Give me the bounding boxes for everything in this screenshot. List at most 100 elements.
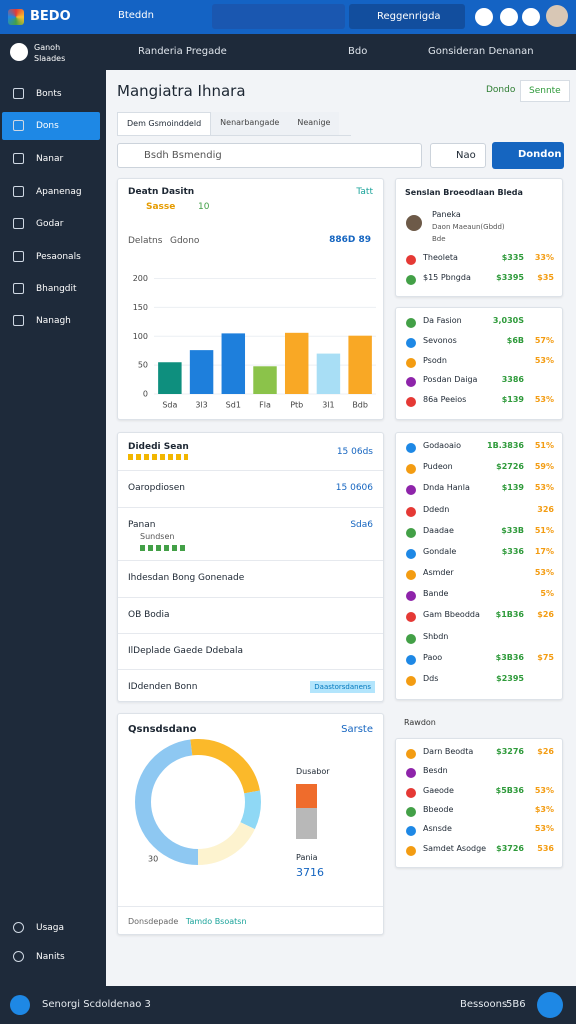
nav-item[interactable]: Nanar — [2, 145, 100, 173]
accordion-row[interactable]: Panan Sundsen Sda6 — [118, 508, 383, 561]
item-icon — [406, 357, 416, 368]
item-label[interactable]: Bande — [423, 589, 449, 599]
item-pct: 53% — [534, 568, 554, 577]
accordion-link[interactable]: 15 06ds — [336, 447, 373, 457]
nav-item[interactable]: Dons — [2, 112, 100, 140]
search-button[interactable]: Reggenrigda — [349, 4, 465, 29]
item-label[interactable]: Godaoaio — [423, 441, 461, 450]
notification-icon[interactable] — [475, 8, 493, 26]
item-label[interactable]: Sevonos — [423, 335, 457, 345]
item-label[interactable]: Posdan Daiga — [423, 375, 478, 385]
legend-bar — [296, 784, 317, 808]
menu[interactable]: Bteddn — [118, 10, 154, 21]
x-tick-label: Sda — [162, 401, 177, 410]
item-label[interactable]: Asmder — [423, 568, 454, 577]
item-label[interactable]: Dnda Hanla — [423, 483, 470, 493]
item-label[interactable]: Theoleta — [423, 253, 458, 262]
item-icon — [406, 443, 416, 453]
item-icon — [406, 464, 416, 475]
item-label[interactable]: Bbeode — [423, 805, 454, 814]
sub-search[interactable]: Randeria Pregade — [138, 46, 227, 57]
item-label[interactable]: $15 Pbngda — [423, 272, 471, 282]
card-title: Senslan Broeodlaan Bleda — [405, 188, 523, 197]
nav-item[interactable]: Bhangdit — [2, 275, 100, 303]
item-label[interactable]: 86a Peeios — [423, 395, 467, 405]
action-button[interactable]: Sennte — [520, 80, 570, 102]
filter[interactable]: Gdono — [170, 236, 200, 246]
item-label[interactable]: Pudeon — [423, 462, 453, 472]
accordion-row[interactable]: IlDeplade Gaede Ddebala — [118, 634, 383, 670]
item-label[interactable]: Gaeode — [423, 785, 454, 795]
item-icon — [406, 255, 416, 265]
logo: BEDO — [30, 9, 71, 24]
accordion-row[interactable]: IDdenden Bonn Daastorsdanens — [118, 670, 383, 703]
item-label[interactable]: Samdet Asodge — [423, 843, 487, 853]
item-amount: $139 — [501, 483, 524, 493]
nav-item[interactable]: Apanenag — [2, 178, 100, 206]
nav-icon — [13, 186, 24, 197]
accordion-header: Didedi Sean 15 06ds — [118, 433, 383, 471]
item-label[interactable]: Gam Bbeodda — [423, 610, 480, 620]
settings-icon[interactable] — [500, 8, 518, 26]
profile[interactable]: Ganoh Slaades — [34, 42, 65, 64]
item-label[interactable]: Da Fasion — [423, 316, 462, 325]
nav-item[interactable]: Usaga — [2, 914, 100, 942]
nav-icon — [13, 218, 24, 229]
metric-change: 10 — [198, 202, 210, 212]
primary-button[interactable]: Dondon — [492, 142, 564, 169]
item-icon — [406, 807, 416, 817]
tab[interactable]: Nenarbangade — [211, 112, 289, 135]
nav-item[interactable]: Pesaonals — [2, 243, 100, 271]
rating — [128, 454, 188, 460]
avatar[interactable] — [546, 5, 568, 27]
footer-link[interactable]: Tamdo Bsoatsn — [185, 917, 247, 926]
accordion-row[interactable]: Oaropdiosen 15 0606 — [118, 471, 383, 508]
y-tick-label: 200 — [133, 274, 148, 283]
search-input[interactable]: Bsdh Bsmendig — [117, 143, 422, 168]
card-link[interactable]: Tatt — [356, 187, 373, 197]
item-icon — [406, 337, 416, 348]
search-field[interactable] — [212, 4, 345, 29]
item-pct: 57% — [534, 335, 554, 345]
sub-link[interactable]: Gonsideran Denanan — [428, 46, 534, 57]
item-label[interactable]: Psodn — [423, 355, 447, 365]
item-icon — [406, 826, 416, 837]
page-title: Mangiatra Ihnara — [117, 82, 246, 100]
item-icon — [406, 527, 416, 538]
person-extra: Bde — [432, 235, 446, 243]
item-label[interactable]: Ddedn — [423, 504, 450, 514]
accordion-row[interactable]: Ihdesdan Bong Gonenade — [118, 561, 383, 598]
item-label[interactable]: Besdn — [423, 766, 448, 776]
nav-item[interactable]: Nanits — [2, 943, 100, 971]
tab[interactable]: Dem Gsmoinddeld — [117, 112, 212, 135]
item-icon — [406, 612, 416, 623]
item-label[interactable]: Paoo — [423, 652, 443, 662]
sidebar: Ganoh Slaades Bonts Dons Nanar Apanenag Godar… — [0, 34, 106, 986]
item-pct: 59% — [534, 462, 554, 472]
nav-item[interactable]: Bonts — [2, 80, 100, 108]
secondary-button[interactable]: Nao — [430, 143, 486, 168]
item-label[interactable]: Shbdn — [423, 631, 449, 641]
row-label: Panan — [128, 520, 156, 530]
item-amount: $139 — [501, 395, 524, 405]
person-detail: Daon Maeaun(Gbdd) — [432, 223, 505, 231]
chat-button[interactable] — [537, 992, 563, 1018]
item-label[interactable]: Darn Beodta — [423, 747, 474, 756]
item-label[interactable]: Asnsde — [423, 824, 452, 834]
action-button[interactable]: Dondo — [486, 85, 516, 95]
nav-item[interactable]: Nanagh — [2, 307, 100, 335]
tab[interactable]: Neanige — [288, 112, 340, 135]
card-link[interactable]: Sarste — [341, 724, 373, 735]
nav-item[interactable]: Godar — [2, 210, 100, 238]
item-label[interactable]: Gondale — [423, 546, 457, 556]
item-label[interactable]: Daadae — [423, 525, 454, 535]
accordion-title: Didedi Sean — [128, 442, 189, 452]
accordion-row[interactable]: OB Bodia — [118, 598, 383, 634]
item-pct: 5% — [540, 589, 554, 599]
item-label[interactable]: Dds — [423, 673, 439, 683]
item-pct: $3% — [534, 805, 554, 814]
footer-right[interactable]: Bessoons — [460, 999, 508, 1010]
help-icon[interactable] — [522, 8, 540, 26]
row-label: OB Bodia — [128, 610, 170, 620]
sub-link[interactable]: Bdo — [348, 46, 368, 57]
